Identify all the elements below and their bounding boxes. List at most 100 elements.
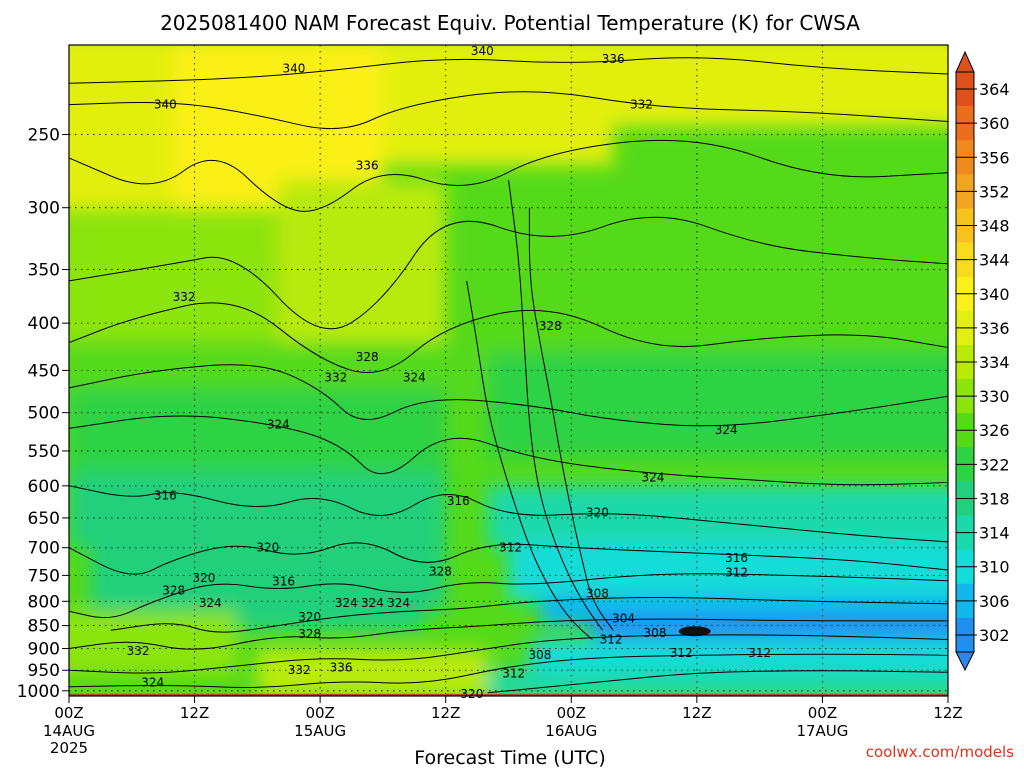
- contour-label: 332: [127, 644, 150, 658]
- y-tick-label: 500: [28, 404, 60, 424]
- colorbar-label: 344: [979, 251, 1010, 270]
- x-tick-date: 17AUG: [796, 722, 848, 740]
- contour-label: 312: [748, 646, 771, 660]
- contour-label: 308: [528, 648, 551, 662]
- colorbar-label: 330: [979, 387, 1010, 406]
- contour-label: 316: [272, 575, 295, 589]
- colorbar-label: 314: [979, 524, 1010, 543]
- contour-label: 312: [502, 667, 525, 681]
- colorbar-label: 348: [979, 217, 1010, 236]
- contour-label: 332: [324, 370, 347, 384]
- chart-title: 2025081400 NAM Forecast Equiv. Potential…: [160, 11, 860, 35]
- contour-label: 320: [460, 687, 483, 701]
- x-tick-date: 14AUG: [43, 722, 95, 740]
- x-tick-date: 16AUG: [545, 722, 597, 740]
- contour-label: 332: [173, 290, 196, 304]
- contour-label: 324: [199, 596, 222, 610]
- y-tick-label: 800: [28, 592, 60, 612]
- y-tick-label: 300: [28, 199, 60, 219]
- ground-fill: [69, 693, 948, 696]
- colorbar-top-arrow: [955, 50, 975, 73]
- colorbar-bottom-arrow: [955, 651, 975, 672]
- y-tick-label: 550: [28, 442, 60, 462]
- y-tick-label: 400: [28, 314, 60, 334]
- contour-label: 320: [298, 610, 321, 624]
- contour-label: 320: [193, 571, 216, 585]
- x-tick-year: 2025: [50, 739, 88, 757]
- x-tick-label: 12Z: [682, 704, 711, 722]
- y-tick-label: 750: [28, 566, 60, 586]
- contour-label: 308: [586, 587, 609, 601]
- contour-label: 336: [356, 158, 379, 172]
- contour-label: 308: [644, 626, 667, 640]
- contour-label: 324: [141, 676, 164, 690]
- contour-label: 340: [283, 61, 306, 75]
- credit-text: coolwx.com/models: [866, 743, 1014, 761]
- axes: 250 300 350 400 450 500 550 600 650 700 750 800 850 9…: [17, 44, 963, 757]
- x-axis-label: Forecast Time (UTC): [414, 747, 605, 768]
- y-tick-label: 250: [28, 126, 60, 146]
- ground-layer: [69, 693, 948, 696]
- colorbar-label: 302: [979, 626, 1010, 645]
- y-tick-label: 450: [28, 361, 60, 381]
- contour-label: 312: [670, 646, 693, 660]
- x-tick-label: 12Z: [933, 704, 962, 722]
- y-tick-label: 700: [28, 539, 60, 559]
- contour-label: 304: [612, 611, 635, 625]
- x-tick-label: 12Z: [431, 704, 460, 722]
- colorbar-label: 326: [979, 421, 1010, 440]
- y-tick-label: 650: [28, 509, 60, 529]
- contour-label: 316: [447, 494, 470, 508]
- y-tick-label: 1000: [17, 682, 60, 702]
- contour-label: 340: [154, 98, 177, 112]
- contour-label: 316: [154, 489, 177, 503]
- colorbar-label: 336: [979, 319, 1010, 338]
- contour-label: 312: [499, 541, 522, 555]
- colorbar-label: 334: [979, 353, 1010, 372]
- contour-label: 328: [539, 319, 562, 333]
- x-tick-label: 00Z: [305, 704, 334, 722]
- y-tick-label: 600: [28, 477, 60, 497]
- contour-label: 336: [602, 52, 625, 66]
- contour-label: 320: [256, 541, 279, 555]
- y-tick-label: 900: [28, 640, 60, 660]
- contour-label: 312: [725, 566, 748, 580]
- colorbar-label: 352: [979, 182, 1010, 201]
- colorbar: 364 360 356 352 348 344 340 336 334 330 326 322 318 3…: [955, 50, 1010, 672]
- contour-label: 332: [630, 98, 653, 112]
- colorbar-frame: [955, 71, 975, 653]
- contour-label: 316: [725, 551, 748, 565]
- contour-label: 332: [288, 663, 311, 677]
- colorbar-label: 340: [979, 285, 1010, 304]
- contour-label: 328: [356, 350, 379, 364]
- contour-label: 324: [387, 596, 410, 610]
- x-tick-label: 00Z: [557, 704, 586, 722]
- colorbar-label: 360: [979, 114, 1010, 133]
- colorbar-label: 322: [979, 455, 1010, 474]
- colorbar-label: 356: [979, 148, 1010, 167]
- colorbar-label: 318: [979, 489, 1010, 508]
- x-tick-label: 00Z: [808, 704, 837, 722]
- contour-label: 320: [586, 505, 609, 519]
- contour-label: 336: [330, 661, 353, 675]
- contour-label: 340: [471, 44, 494, 58]
- x-tick-date: 15AUG: [294, 722, 346, 740]
- contour-label: 328: [162, 584, 185, 598]
- contour-label: 324: [361, 596, 384, 610]
- x-tick-label: 12Z: [180, 704, 209, 722]
- contour-label: 324: [335, 596, 358, 610]
- colorbar-label: 310: [979, 558, 1010, 577]
- x-tick-label: 00Z: [54, 704, 83, 722]
- contour-label: 328: [429, 565, 452, 579]
- colorbar-label: 306: [979, 592, 1010, 611]
- contour-label: 324: [267, 418, 290, 432]
- contour-label: 328: [298, 627, 321, 641]
- contour-label: 324: [403, 370, 426, 384]
- colorbar-label: 364: [979, 80, 1010, 99]
- contour-label: 324: [715, 423, 738, 437]
- y-tick-label: 350: [28, 261, 60, 281]
- contour-label: 312: [600, 633, 623, 647]
